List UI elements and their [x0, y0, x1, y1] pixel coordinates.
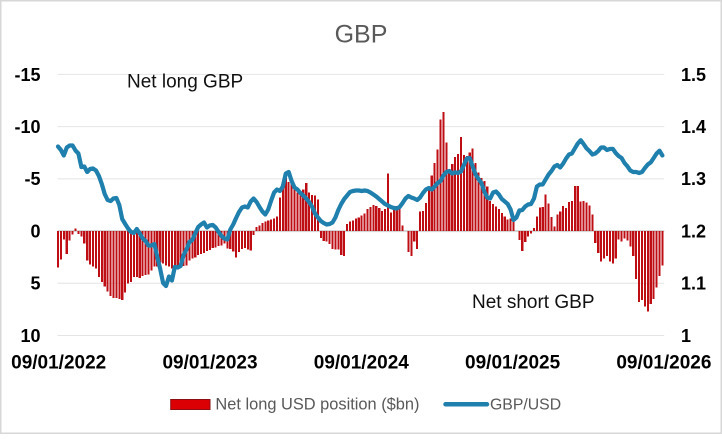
- svg-text:1.4: 1.4: [681, 117, 706, 137]
- svg-text:09/01/2022: 09/01/2022: [11, 353, 106, 374]
- svg-text:Net long GBP: Net long GBP: [127, 72, 243, 93]
- svg-text:-15: -15: [14, 65, 40, 85]
- svg-text:0: 0: [30, 222, 40, 242]
- svg-text:1.1: 1.1: [681, 274, 706, 294]
- svg-text:09/01/2025: 09/01/2025: [465, 353, 561, 374]
- svg-text:09/01/2026: 09/01/2026: [616, 353, 711, 374]
- svg-text:09/01/2024: 09/01/2024: [314, 353, 410, 374]
- svg-text:-5: -5: [24, 169, 40, 189]
- svg-text:1: 1: [681, 326, 691, 346]
- svg-text:Net short GBP: Net short GBP: [472, 292, 595, 313]
- svg-text:GBP: GBP: [335, 21, 388, 49]
- svg-text:5: 5: [30, 274, 40, 294]
- svg-text:GBP/USD: GBP/USD: [490, 396, 561, 413]
- svg-text:1.2: 1.2: [681, 222, 706, 242]
- svg-text:09/01/2023: 09/01/2023: [162, 353, 257, 374]
- svg-text:-10: -10: [14, 117, 40, 137]
- svg-text:Net long USD position ($bn): Net long USD position ($bn): [215, 395, 419, 413]
- svg-text:1.3: 1.3: [681, 169, 706, 189]
- svg-text:1.5: 1.5: [681, 65, 706, 85]
- svg-text:10: 10: [20, 326, 40, 346]
